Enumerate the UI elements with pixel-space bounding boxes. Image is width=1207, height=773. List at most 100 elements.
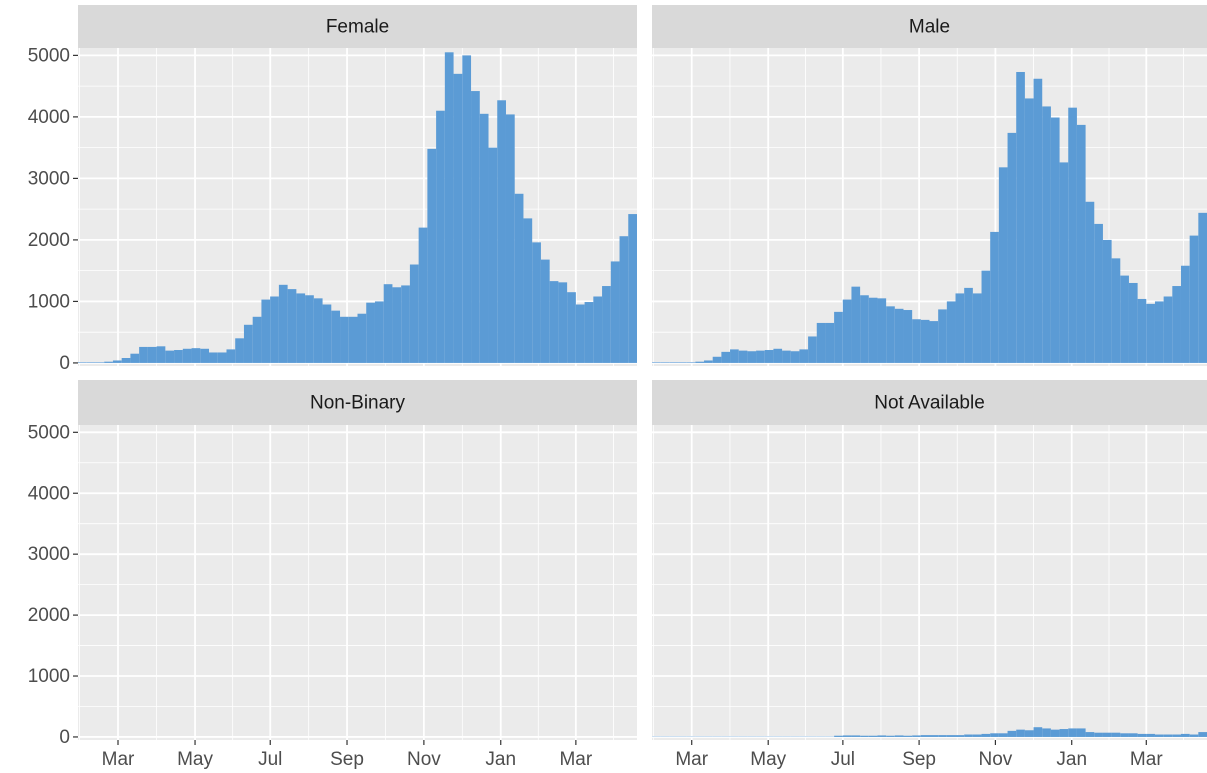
bar bbox=[252, 316, 262, 363]
bar bbox=[296, 293, 306, 363]
strip-text: Not Available bbox=[874, 393, 985, 414]
bar bbox=[130, 353, 140, 363]
bar bbox=[1198, 732, 1207, 737]
bar bbox=[1172, 286, 1181, 363]
bar bbox=[1042, 106, 1051, 363]
bar bbox=[523, 218, 533, 363]
bar bbox=[1068, 107, 1077, 363]
bar bbox=[964, 287, 973, 363]
bar bbox=[912, 735, 921, 737]
bar bbox=[1024, 98, 1034, 363]
bar bbox=[946, 735, 956, 737]
bar bbox=[1137, 298, 1147, 363]
x-tick-label: May bbox=[177, 749, 213, 770]
x-tick-label: Sep bbox=[330, 749, 364, 770]
bar bbox=[929, 321, 939, 363]
bar bbox=[610, 261, 620, 363]
bar bbox=[78, 362, 87, 363]
bar bbox=[868, 735, 878, 737]
bar bbox=[200, 348, 210, 363]
bar bbox=[981, 270, 991, 363]
bar bbox=[1050, 729, 1060, 737]
bar bbox=[374, 301, 384, 363]
bar bbox=[860, 295, 869, 363]
bar bbox=[235, 338, 244, 363]
bar bbox=[877, 735, 887, 737]
bar bbox=[1024, 730, 1034, 737]
bar bbox=[972, 293, 982, 363]
bar bbox=[602, 286, 611, 363]
bar bbox=[462, 55, 472, 363]
bar bbox=[1189, 235, 1199, 363]
bar bbox=[998, 733, 1008, 737]
y-tick-label: 0 bbox=[59, 727, 70, 748]
bar bbox=[147, 346, 157, 363]
bar bbox=[436, 110, 445, 363]
y-tick-label: 2000 bbox=[28, 605, 70, 626]
bar bbox=[182, 348, 192, 363]
bar bbox=[955, 293, 965, 363]
bar bbox=[938, 309, 947, 363]
bar bbox=[964, 734, 973, 737]
bar bbox=[628, 214, 637, 363]
bar bbox=[1120, 275, 1129, 363]
panel-background bbox=[652, 425, 1207, 740]
bar bbox=[409, 264, 419, 363]
bar bbox=[322, 304, 332, 363]
bar bbox=[825, 322, 835, 363]
x-tick-label: Jan bbox=[1056, 749, 1087, 770]
bar bbox=[834, 311, 843, 363]
bar bbox=[1189, 734, 1199, 737]
bar bbox=[998, 167, 1008, 363]
y-tick-label: 5000 bbox=[28, 45, 70, 66]
strip bbox=[78, 5, 637, 48]
bar bbox=[1059, 729, 1069, 737]
bar bbox=[139, 346, 148, 363]
bar bbox=[112, 360, 122, 363]
bar bbox=[95, 362, 105, 363]
bar bbox=[1154, 734, 1164, 737]
bar bbox=[540, 259, 550, 363]
bar bbox=[790, 351, 800, 363]
bar bbox=[1111, 258, 1121, 363]
bar bbox=[1111, 732, 1121, 737]
bar bbox=[868, 297, 878, 363]
bar bbox=[1085, 201, 1095, 363]
bar bbox=[946, 301, 956, 363]
bar bbox=[851, 735, 861, 737]
y-tick-label: 4000 bbox=[28, 107, 70, 128]
bar bbox=[1085, 732, 1095, 737]
bar bbox=[497, 100, 506, 363]
bar bbox=[773, 348, 783, 363]
bar bbox=[764, 350, 774, 363]
bar bbox=[1180, 733, 1190, 737]
bar bbox=[712, 356, 722, 363]
bar bbox=[427, 148, 437, 363]
y-tick-label: 0 bbox=[59, 353, 70, 374]
bar bbox=[1094, 223, 1103, 363]
y-tick-label: 4000 bbox=[28, 483, 70, 504]
bar bbox=[86, 362, 96, 363]
bar bbox=[834, 735, 843, 737]
bar bbox=[1076, 728, 1086, 737]
bar bbox=[104, 361, 113, 363]
bar bbox=[392, 287, 402, 363]
bar bbox=[1163, 296, 1173, 363]
bar bbox=[348, 316, 358, 363]
bar bbox=[860, 735, 869, 737]
bar bbox=[488, 147, 498, 363]
bar bbox=[972, 734, 982, 737]
bar bbox=[808, 336, 817, 363]
bar bbox=[730, 349, 739, 363]
bar bbox=[1007, 132, 1017, 363]
bar bbox=[704, 360, 713, 363]
bar bbox=[816, 322, 826, 363]
x-tick-label: Mar bbox=[1130, 749, 1163, 770]
bar bbox=[721, 351, 731, 363]
x-tick-label: Jul bbox=[258, 749, 282, 770]
bar bbox=[1180, 265, 1190, 363]
bar bbox=[1146, 303, 1155, 363]
bar bbox=[1128, 282, 1138, 363]
bar bbox=[842, 735, 852, 737]
bar bbox=[652, 362, 661, 363]
